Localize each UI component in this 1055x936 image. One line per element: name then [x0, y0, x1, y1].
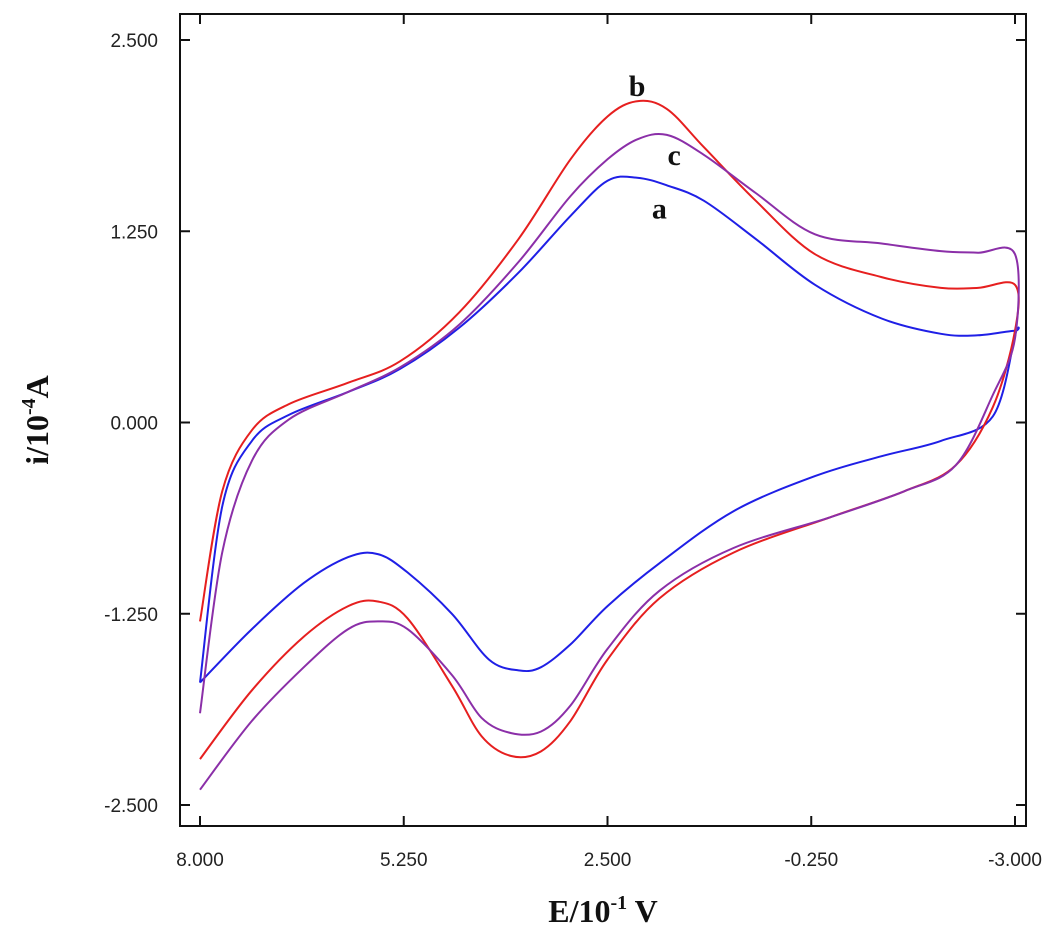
y-tick-label: 2.500 — [110, 31, 158, 52]
curve-labels: a b c — [629, 70, 681, 225]
series-line-a — [199, 175, 1020, 684]
x-tick-label: 5.250 — [380, 850, 428, 871]
x-tick-label: -0.250 — [784, 850, 838, 871]
y-axis-title-main: i/10 — [19, 415, 55, 465]
curve-label-c: c — [668, 139, 681, 172]
x-tick-label: 8.000 — [176, 850, 224, 871]
series-line-c — [199, 132, 1020, 791]
x-axis-title: E/10-1 V — [548, 892, 657, 929]
x-tick-label: 2.500 — [584, 850, 632, 871]
y-tick-label: 1.250 — [110, 222, 158, 243]
x-tick-label: -3.000 — [988, 850, 1042, 871]
x-axis-ticks: 8.000 5.250 2.500 -0.250 -3.000 — [176, 14, 1042, 871]
x-axis-title-unit: V — [627, 893, 658, 929]
y-axis-title-unit: A — [19, 375, 55, 398]
curve-label-a: a — [652, 192, 667, 225]
x-axis-title-sup: -1 — [611, 892, 628, 914]
x-axis-title-main: E/10 — [548, 893, 610, 929]
curve-label-b: b — [629, 70, 646, 103]
plot-frame — [179, 13, 1027, 827]
y-axis-title-sup: -4 — [18, 398, 40, 415]
y-tick-label: -1.250 — [104, 605, 158, 626]
y-axis-ticks: 2.500 1.250 0.000 -1.250 -2.500 — [104, 31, 1026, 817]
y-tick-label: 0.000 — [110, 414, 158, 435]
series-line-b — [199, 99, 1020, 760]
y-axis-title: i/10-4A — [18, 375, 55, 465]
series-layer — [199, 99, 1020, 791]
y-tick-label: -2.500 — [104, 796, 158, 817]
